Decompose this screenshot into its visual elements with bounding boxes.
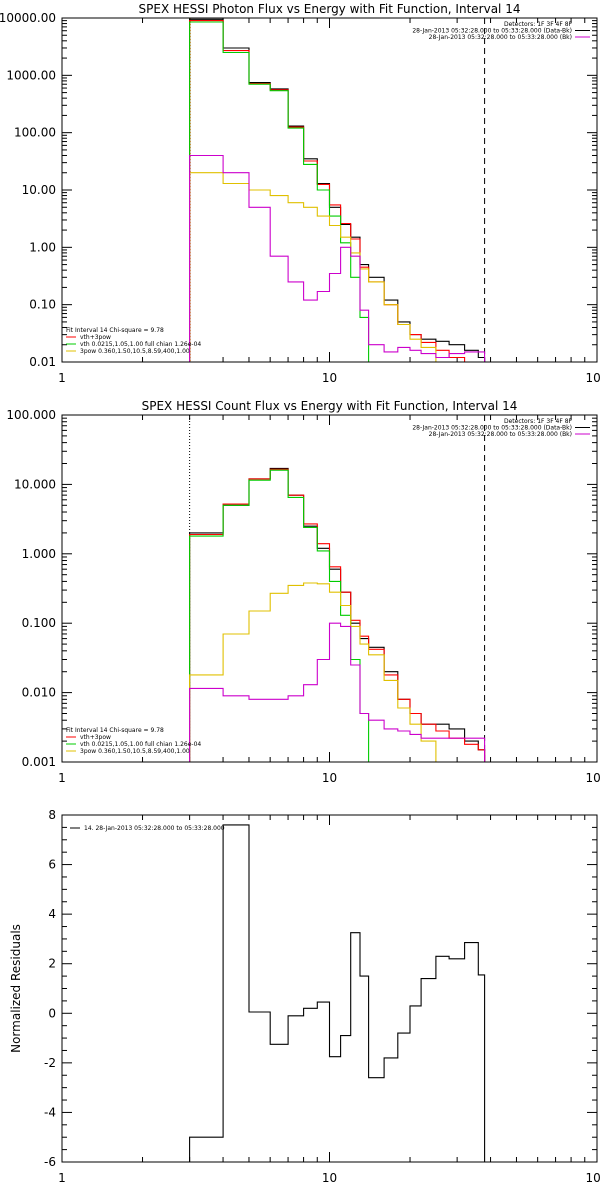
info-text-line: 28-Jan-2013 05:32:28.000 to 05:33:28.000… — [429, 34, 572, 41]
x-tick-label: 100 — [586, 371, 600, 385]
y-tick-label: 10000.00 — [0, 11, 56, 25]
y-tick-label: 0.01 — [29, 355, 56, 369]
y-tick-label: 0.10 — [29, 298, 56, 312]
series-3pow — [189, 582, 450, 762]
info-text-line: 28-Jan-2013 05:32:28.000 to 05:33:28.000… — [412, 28, 572, 35]
plot-frame — [61, 814, 598, 1163]
legend-header: Fit Interval 14 Chi-square = 9.78 — [66, 327, 164, 334]
x-tick-label: 1 — [58, 371, 66, 385]
legend-header: Fit Interval 14 Chi-square = 9.78 — [66, 727, 164, 734]
y-tick-label: -2 — [44, 1056, 56, 1070]
y-tick-label: 0.010 — [22, 686, 56, 700]
y-tick-label: 10.00 — [22, 183, 56, 197]
y-tick-label: 1.000 — [22, 547, 56, 561]
chart-panel-3: 1 10 100 -6 -4 -2 0 2 4 6 8 Normalized Residuals 14.… — [9, 808, 600, 1185]
series-3pow — [189, 172, 450, 362]
x-tick-label: 10 — [322, 371, 337, 385]
series-residuals — [189, 824, 486, 1162]
info-text-line: Detectors: 1F 3F 4F 8F — [504, 418, 573, 425]
legend-entry: 14. 28-Jan-2013 05:32:28.000 to 05:33:28… — [84, 825, 225, 832]
y-tick-label: 0 — [48, 1006, 56, 1020]
y-tick-label: 8 — [48, 808, 56, 822]
plot-area — [189, 18, 486, 362]
y-tick-label: 2 — [48, 957, 56, 971]
plot-frame — [61, 17, 598, 363]
chart-panel-1: SPEX HESSI Photon Flux vs Energy with Fi… — [0, 2, 600, 385]
chart-title: SPEX HESSI Photon Flux vs Energy with Fi… — [139, 2, 521, 16]
y-tick-label: 0.001 — [22, 755, 56, 769]
legend-entry: 3pow 0.360,1.50,10.5,8.59,400,1.00 — [80, 348, 190, 355]
chart-title: SPEX HESSI Count Flux vs Energy with Fit… — [142, 399, 518, 413]
plot-frame — [61, 414, 598, 763]
y-axis-label: Normalized Residuals — [9, 924, 23, 1053]
y-tick-label: 1.00 — [29, 240, 56, 254]
y-tick-label: 100.00 — [14, 126, 56, 140]
info-text-line: 28-Jan-2013 05:32:28.000 to 05:33:28.000… — [412, 425, 572, 432]
y-tick-label: 100.000 — [6, 408, 56, 422]
info-text-line: Detectors: 1F 3F 4F 8F — [504, 21, 573, 28]
legend-entry: vth+3pow — [80, 334, 111, 341]
y-tick-label: -4 — [44, 1105, 56, 1119]
series-bk — [189, 622, 486, 762]
x-tick-label: 100 — [586, 1171, 600, 1185]
legend-entry: vth 0.0215,1.05,1.00 full chian 1.26e-04 — [80, 741, 201, 748]
y-tick-label: -6 — [44, 1155, 56, 1169]
y-tick-label: 4 — [48, 907, 56, 921]
x-tick-label: 10 — [322, 771, 337, 785]
y-tick-label: 10.000 — [14, 477, 56, 491]
legend-entry: vth 0.0215,1.05,1.00 full chian 1.26e-04 — [80, 341, 201, 348]
chart-panel-2: SPEX HESSI Count Flux vs Energy with Fit… — [6, 399, 600, 785]
plot-area — [189, 415, 486, 762]
info-text-line: 28-Jan-2013 05:32:28.000 to 05:33:28.000… — [429, 431, 572, 438]
y-tick-label: 1000.00 — [6, 68, 56, 82]
x-tick-label: 10 — [322, 1171, 337, 1185]
y-tick-label: 6 — [48, 858, 56, 872]
plot-area — [189, 824, 486, 1162]
legend-entry: vth+3pow — [80, 734, 111, 741]
x-tick-label: 1 — [58, 1171, 66, 1185]
legend-entry: 3pow 0.360,1.50,10.5,8.59,400,1.00 — [80, 748, 190, 755]
x-tick-label: 100 — [586, 771, 600, 785]
x-tick-label: 1 — [58, 771, 66, 785]
series-bk — [189, 154, 486, 362]
y-tick-label: 0.100 — [22, 616, 56, 630]
